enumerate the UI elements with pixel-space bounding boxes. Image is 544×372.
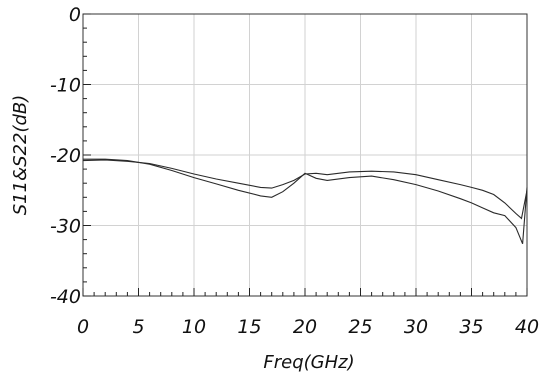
y-tick-label: 0 — [69, 4, 81, 26]
series-group — [82, 158, 528, 245]
x-tick-label: 10 — [182, 316, 206, 338]
y-tick-label: -10 — [50, 75, 81, 97]
y-tick-label: -40 — [50, 286, 81, 308]
x-tick-label: 5 — [132, 316, 144, 338]
y-axis-title: S11&S22(dB) — [10, 95, 31, 216]
y-tick-label: -20 — [50, 145, 81, 167]
x-tick-label: 30 — [404, 316, 428, 338]
series-line-1 — [82, 159, 528, 220]
x-tick-label: 0 — [77, 316, 89, 338]
x-axis-title: Freq(GHz) — [263, 352, 354, 372]
grid — [83, 14, 527, 296]
x-tick-label: 40 — [515, 316, 539, 338]
x-tick-label: 15 — [237, 316, 261, 338]
y-tick-label: -30 — [50, 216, 81, 238]
tick-labels: 0 5 10 15 20 25 30 35 40 0 -10 -20 -30 -40 — [50, 4, 539, 338]
x-tick-label: 25 — [348, 316, 372, 338]
x-tick-label: 35 — [459, 316, 483, 338]
axis-ticks — [82, 13, 528, 297]
x-tick-label: 20 — [293, 316, 317, 338]
series-line-2 — [83, 158, 528, 245]
